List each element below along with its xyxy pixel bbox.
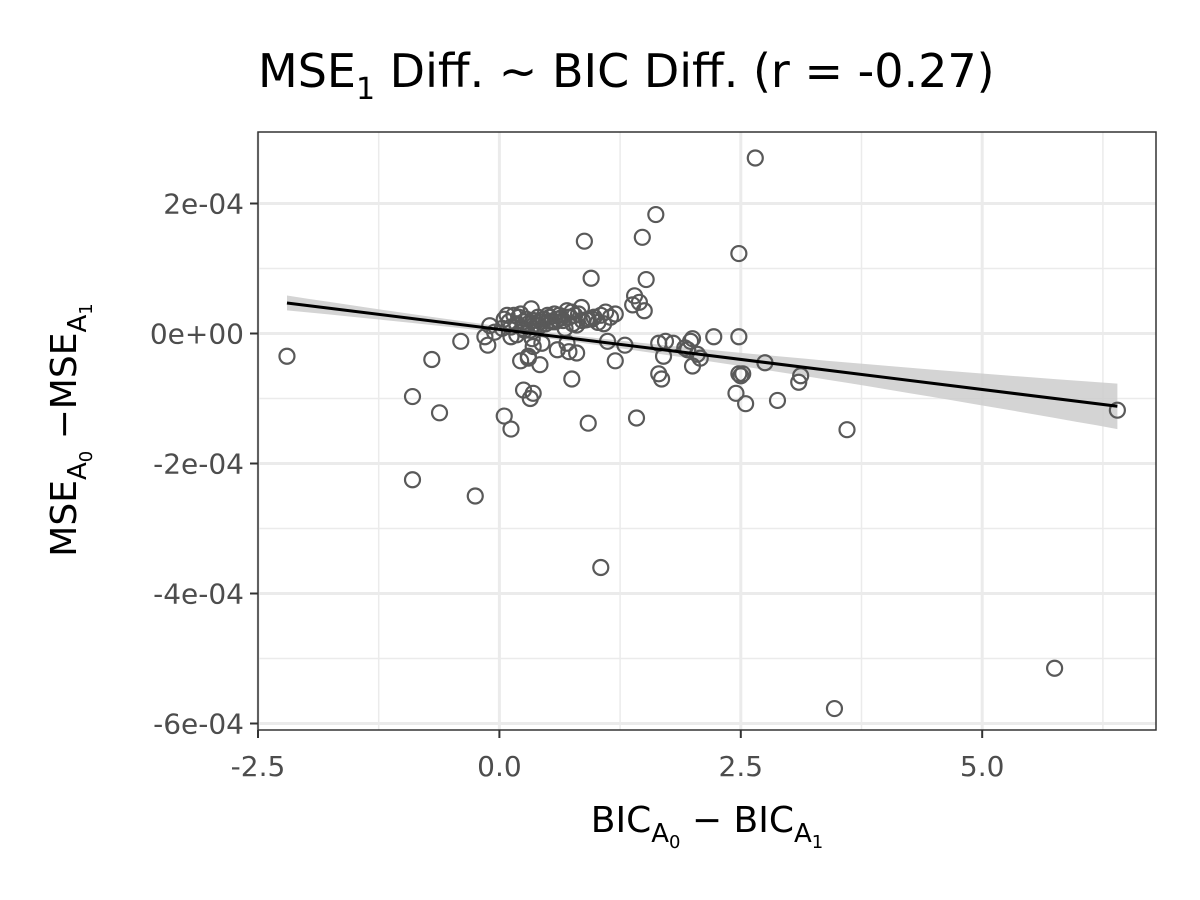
data-point: [430, 404, 449, 422]
data-point: [512, 352, 530, 370]
data-point: [524, 337, 542, 356]
x-tick-label: 2.5: [719, 750, 764, 783]
data-point: [521, 389, 539, 408]
data-point: [479, 336, 497, 354]
data-point: [519, 349, 537, 367]
data-point: [495, 407, 513, 425]
panel-border: [257, 131, 1157, 731]
data-point: [592, 558, 610, 577]
y-axis: 2e-04 0e+00 -2e-04 -4e-04 -6e-04: [150, 188, 258, 741]
data-point: [768, 391, 787, 410]
y-tick-label: -6e-04: [153, 708, 244, 741]
data-point: [1108, 401, 1126, 419]
data-point: [633, 228, 651, 246]
data-point: [502, 420, 520, 438]
data-point: [466, 487, 484, 505]
y-tick-label: 0e+00: [150, 318, 244, 351]
data-point: [679, 341, 697, 359]
data-point: [278, 347, 296, 365]
data-point: [730, 365, 748, 383]
regression-line-group: [286, 301, 1118, 408]
data-point: [568, 316, 586, 334]
data-point: [1046, 659, 1064, 677]
data-point: [423, 350, 441, 369]
major-gridlines: [256, 132, 1156, 730]
data-point: [523, 330, 541, 348]
data-point: [481, 317, 499, 335]
x-tick-label: -2.5: [231, 750, 286, 783]
data-point: [582, 269, 600, 287]
data-point: [558, 334, 576, 352]
x-tick-label: 0.0: [477, 750, 522, 783]
data-point: [589, 313, 607, 332]
data-point: [705, 328, 723, 346]
data-point: [647, 205, 665, 224]
data-point: [568, 344, 586, 362]
data-point: [606, 352, 624, 370]
data-point: [637, 270, 655, 289]
data-point: [403, 471, 422, 489]
data-point: [542, 312, 561, 330]
data-point: [495, 310, 513, 328]
data-point: [635, 302, 653, 320]
data-point: [552, 309, 570, 327]
data-point: [746, 149, 764, 167]
y-tick-label: 2e-04: [163, 188, 244, 221]
data-point: [691, 349, 709, 367]
data-point: [737, 395, 755, 413]
data-point: [627, 409, 646, 427]
data-points: [278, 149, 1126, 718]
x-axis-title: BICA0 − BICA1: [591, 800, 823, 853]
data-point: [838, 421, 856, 439]
chart-title: MSE1 Diff. ~ BIC Diff. (r = -0.27): [258, 44, 995, 107]
data-point: [560, 343, 578, 361]
regression-line: [286, 301, 1118, 408]
x-axis: -2.5 0.0 2.5 5.0: [231, 730, 1005, 783]
plot-panel: [256, 131, 1157, 731]
y-tick-label: -2e-04: [153, 448, 244, 481]
data-point: [730, 328, 748, 346]
data-point: [579, 414, 597, 432]
data-point: [577, 311, 595, 329]
data-point: [452, 332, 470, 350]
data-point: [790, 373, 808, 391]
data-point: [575, 232, 593, 250]
y-tick-label: -4e-04: [153, 578, 244, 611]
data-point: [403, 387, 422, 406]
data-point: [476, 328, 494, 346]
data-point: [732, 367, 750, 385]
data-point: [825, 699, 844, 718]
y-axis-title: MSEA0 −MSEA1: [44, 303, 97, 556]
data-point: [650, 365, 668, 383]
data-point: [727, 384, 745, 402]
data-point: [563, 370, 581, 388]
x-tick-label: 5.0: [960, 750, 1005, 783]
data-point: [730, 244, 748, 263]
